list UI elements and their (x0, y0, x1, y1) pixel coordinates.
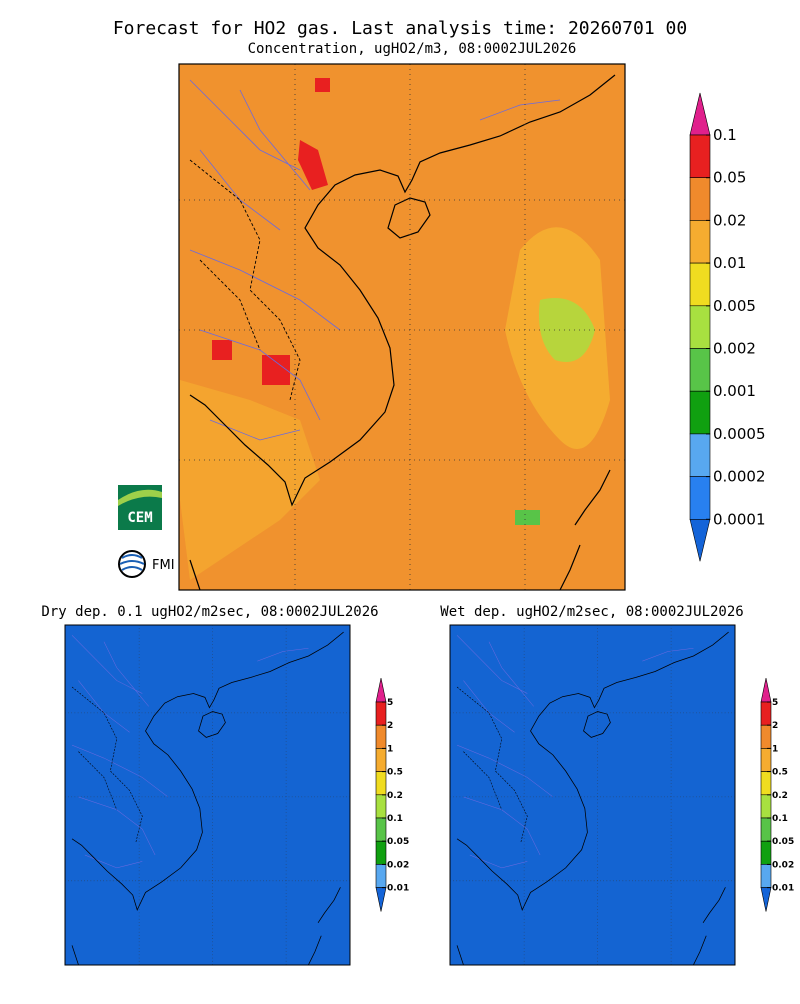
fmi-logo: FMI (118, 550, 175, 578)
colorbar-segment (375, 748, 387, 772)
colorbar-segment (689, 433, 711, 477)
panel-right: Wet dep. ugHO2/m2sec, 08:0002JUL2026 (440, 604, 744, 966)
colorbar-tip (689, 519, 711, 562)
colorbar-label: 0.02 (772, 860, 794, 870)
colorbar-label: 0.0001 (713, 510, 766, 528)
colorbar-label: 2 (387, 721, 393, 731)
colorbar-segment (689, 348, 711, 392)
panel-title: Dry dep. 0.1 ugHO2/m2sec, 08:0002JUL2026 (41, 604, 378, 620)
colorbar-label: 0.05 (387, 837, 409, 847)
colorbar-label: 0.005 (713, 297, 756, 315)
colorbar-label: 0.01 (772, 884, 794, 894)
colorbar-tip (760, 677, 772, 703)
colorbar-segment (375, 701, 387, 726)
colorbar-tip (760, 887, 772, 912)
colorbar-label: 1 (387, 744, 393, 754)
colorbar-label: 0.02 (387, 860, 409, 870)
colorbar-label: 0.01 (387, 884, 409, 894)
colorbar-segment (375, 724, 387, 749)
colorbar-segment (689, 262, 711, 307)
colorbar-segment (375, 840, 387, 865)
colorbar-tip (375, 677, 387, 703)
colorbar-label: 5 (772, 698, 778, 708)
fmi-text: FMI (152, 558, 175, 573)
colorbar-label: 1 (772, 744, 778, 754)
colorbar-label: 0.01 (713, 254, 746, 272)
colorbar-label: 0.2 (772, 791, 788, 801)
colorbar-label: 0.0002 (713, 468, 766, 486)
colorbar-label: 5 (387, 698, 393, 708)
colorbar-segment (689, 390, 711, 435)
colorbar-label: 0.2 (387, 791, 403, 801)
colorbar-label: 0.5 (387, 768, 403, 778)
colorbar-segment (375, 794, 387, 819)
cem-logo: CEM (118, 485, 162, 530)
colorbar-label: 0.1 (772, 814, 788, 824)
colorbar-segment (375, 771, 387, 796)
colorbar-segment (760, 817, 772, 842)
panel-left: Dry dep. 0.1 ugHO2/m2sec, 08:0002JUL2026 (41, 604, 379, 966)
colorbar-segment (760, 864, 772, 888)
colorbar-segment (689, 177, 711, 221)
colorbar-segment (375, 864, 387, 888)
colorbar-segment (760, 748, 772, 772)
colorbar-label: 0.05 (713, 169, 746, 187)
colorbar-label: 0.5 (772, 768, 788, 778)
colorbar-segment (689, 134, 711, 179)
colorbar-segment (760, 771, 772, 796)
colorbar-segment (760, 794, 772, 819)
colorbar-segment (689, 476, 711, 520)
colorbar-segment (689, 305, 711, 349)
colorbar-segment (760, 701, 772, 726)
main-title: Forecast for HO2 gas. Last analysis time… (113, 18, 687, 39)
colorbar-segment (760, 724, 772, 749)
colorbar-label: 0.05 (772, 837, 794, 847)
panel-title: Wet dep. ugHO2/m2sec, 08:0002JUL2026 (440, 604, 743, 620)
colorbar-segment (689, 220, 711, 264)
colorbar-label: 0.1 (387, 814, 403, 824)
colorbar-tip (375, 887, 387, 912)
colorbar-label: 0.002 (713, 340, 756, 358)
colorbar-label: 0.02 (713, 211, 746, 229)
colorbar-segment (375, 817, 387, 842)
colorbar-label: 2 (772, 721, 778, 731)
cem-text: CEM (127, 510, 152, 526)
colorbar-segment (760, 840, 772, 865)
colorbar-tip (689, 92, 711, 136)
colorbar-label: 0.001 (713, 382, 756, 400)
main-map (178, 63, 626, 591)
main-subtitle: Concentration, ugHO2/m3, 08:0002JUL2026 (248, 41, 577, 57)
colorbar-label: 0.1 (713, 126, 737, 144)
colorbar-label: 0.0005 (713, 425, 766, 443)
